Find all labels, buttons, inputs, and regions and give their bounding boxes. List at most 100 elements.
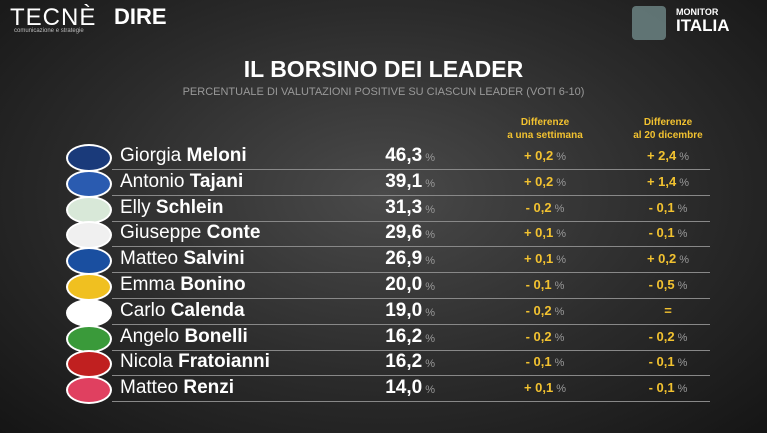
title: IL BORSINO DEI LEADER bbox=[243, 56, 524, 82]
unit: % bbox=[425, 306, 435, 319]
unit: % bbox=[679, 176, 690, 189]
difference: - 0,1% bbox=[618, 354, 718, 369]
unit: % bbox=[679, 151, 690, 163]
unit: % bbox=[425, 203, 435, 216]
score-value: 20,0 bbox=[385, 274, 423, 295]
last-name: Tajani bbox=[189, 170, 244, 192]
last-name: Bonino bbox=[180, 274, 246, 295]
leader-name: Giorgia Meloni bbox=[120, 145, 247, 167]
column-header-line: Differenze bbox=[643, 117, 693, 128]
difference: + 0,2% bbox=[495, 148, 595, 163]
leader-name: Matteo Salvini bbox=[120, 248, 245, 270]
last-name: Bonelli bbox=[184, 325, 248, 347]
column-header: Differenze a una settimana bbox=[480, 116, 610, 142]
first-name: Nicola bbox=[120, 351, 173, 373]
difference-value: - 0,2 bbox=[525, 328, 552, 344]
difference-value: + 0,1 bbox=[523, 225, 554, 241]
unit: % bbox=[425, 152, 435, 164]
unit: % bbox=[425, 255, 435, 268]
last-name: Fratoianni bbox=[178, 351, 270, 373]
party-logo bbox=[66, 221, 112, 250]
first-name: Matteo bbox=[120, 377, 179, 399]
column-header-line: a una settimana bbox=[507, 130, 583, 141]
party-logo bbox=[66, 144, 112, 172]
difference: - 0,1% bbox=[495, 354, 595, 369]
table-row: Emma Bonino 20,0% - 0,1% - 0,5% bbox=[60, 273, 710, 301]
row-separator bbox=[112, 220, 710, 222]
unit: % bbox=[556, 151, 567, 163]
score: 26,9% bbox=[385, 248, 435, 270]
difference-value: - 0,1 bbox=[648, 225, 675, 241]
difference-value: + 0,2 bbox=[646, 251, 677, 267]
table-row: Elly Schlein 31,3% - 0,2% - 0,1% bbox=[60, 195, 710, 224]
difference: - 0,5% bbox=[618, 277, 718, 292]
row-separator bbox=[112, 169, 710, 170]
unit: % bbox=[679, 254, 690, 267]
brand-dire: DIRE bbox=[114, 4, 167, 29]
unit: % bbox=[425, 358, 435, 371]
score: 16,2% bbox=[385, 326, 435, 348]
difference-value: - 0,1 bbox=[525, 354, 552, 370]
table-row: Matteo Salvini 26,9% + 0,1% + 0,2% bbox=[60, 247, 710, 276]
row-separator bbox=[112, 323, 710, 325]
difference: + 0,1% bbox=[495, 251, 595, 266]
difference-value: + 2,4 bbox=[646, 148, 677, 163]
unit: % bbox=[677, 383, 688, 396]
first-name: Carlo bbox=[120, 299, 166, 321]
difference: + 0,1% bbox=[495, 225, 595, 240]
score-value: 29,6 bbox=[385, 222, 423, 244]
subtitle: PERCENTUALE DI VALUTAZIONI POSITIVE SU C… bbox=[182, 86, 585, 98]
row-separator bbox=[112, 246, 710, 248]
party-logo bbox=[66, 324, 112, 353]
unit: % bbox=[556, 228, 567, 241]
party-logo bbox=[66, 350, 112, 379]
first-name: Matteo bbox=[120, 248, 179, 270]
leader-name: Nicola Fratoianni bbox=[120, 351, 270, 373]
score-value: 46,3 bbox=[385, 145, 423, 166]
last-name: Renzi bbox=[183, 377, 235, 399]
score-value: 31,3 bbox=[385, 196, 423, 218]
difference-value: + 0,2 bbox=[523, 173, 554, 189]
column-header: Differenze al 20 dicembre bbox=[603, 116, 733, 142]
first-name: Elly bbox=[120, 196, 151, 218]
unit: % bbox=[556, 254, 567, 267]
difference-value: = bbox=[664, 302, 672, 318]
party-logo bbox=[66, 247, 112, 276]
score: 31,3% bbox=[385, 197, 435, 219]
last-name: Conte bbox=[206, 222, 261, 244]
unit: % bbox=[554, 357, 565, 370]
unit: % bbox=[556, 383, 567, 396]
leader-name: Matteo Renzi bbox=[120, 377, 234, 399]
difference: - 0,2% bbox=[618, 329, 718, 344]
score: 20,0% bbox=[385, 274, 435, 296]
unit: % bbox=[425, 281, 435, 293]
difference-value: - 0,1 bbox=[648, 199, 675, 215]
difference-value: - 0,2 bbox=[525, 302, 552, 318]
difference: = bbox=[618, 303, 718, 318]
row-separator bbox=[112, 375, 710, 377]
unit: % bbox=[677, 331, 688, 344]
last-name: Schlein bbox=[155, 196, 224, 218]
brand-tecne: TECNÈ bbox=[10, 4, 97, 31]
unit: % bbox=[677, 357, 688, 370]
table-row: Carlo Calenda 19,0% - 0,2% = bbox=[60, 298, 710, 327]
leader-name: Emma Bonino bbox=[120, 274, 246, 296]
score: 19,0% bbox=[385, 300, 435, 322]
leader-name: Angelo Bonelli bbox=[120, 326, 248, 348]
table-row: Antonio Tajani 39,1% + 0,2% + 1,4% bbox=[60, 169, 710, 198]
party-logo bbox=[66, 273, 112, 301]
unit: % bbox=[554, 331, 565, 344]
unit: % bbox=[425, 177, 435, 190]
brand-icon bbox=[632, 6, 666, 40]
table-row: Giuseppe Conte 29,6% + 0,1% - 0,1% bbox=[60, 221, 710, 250]
leader-name: Giuseppe Conte bbox=[120, 222, 260, 244]
unit: % bbox=[677, 228, 688, 241]
unit: % bbox=[677, 280, 688, 292]
party-logo bbox=[66, 195, 112, 224]
score: 29,6% bbox=[385, 222, 435, 244]
score-value: 26,9 bbox=[385, 248, 423, 270]
table-row: Nicola Fratoianni 16,2% - 0,1% - 0,1% bbox=[60, 350, 710, 379]
last-name: Meloni bbox=[186, 145, 247, 166]
row-separator bbox=[112, 349, 710, 351]
